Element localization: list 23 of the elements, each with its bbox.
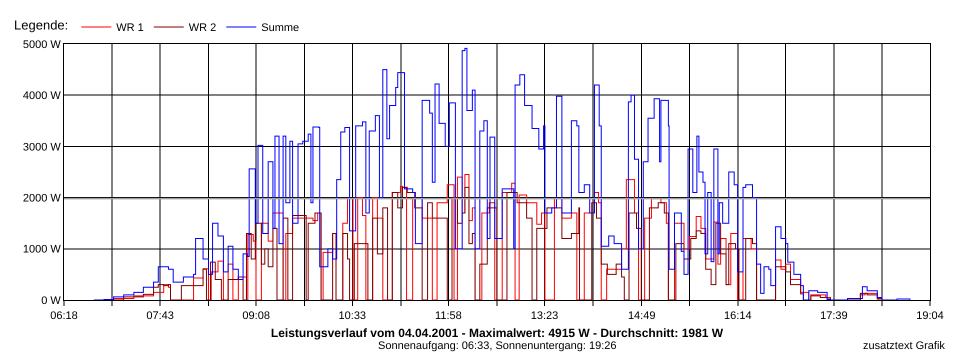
text: zusatztext Grafik bbox=[863, 340, 946, 352]
x-tick-label: 13:23 bbox=[530, 310, 558, 322]
legend-label: WR 1 bbox=[116, 22, 144, 34]
x-tick-label: 19:04 bbox=[916, 310, 944, 322]
y-tick-label: 4000 W bbox=[22, 90, 62, 102]
legend-label: Summe bbox=[261, 22, 300, 34]
x-tick-label: 17:39 bbox=[820, 310, 848, 322]
legend-title: Legende: bbox=[14, 17, 68, 32]
y-tick-label: 2000 W bbox=[22, 192, 62, 204]
x-tick-label: 16:14 bbox=[724, 310, 752, 322]
legend-label: WR 2 bbox=[188, 22, 216, 34]
text: Sonnenaufgang: 06:33, Sonnenuntergang: 19:26 bbox=[378, 340, 617, 352]
x-tick-label: 09:08 bbox=[242, 310, 270, 322]
x-tick-label: 11:58 bbox=[435, 310, 462, 322]
y-tick-label: 1000 W bbox=[22, 244, 62, 256]
y-tick-label: 3000 W bbox=[22, 141, 62, 154]
x-tick-label: 06:18 bbox=[50, 310, 78, 322]
x-tick-label: 10:33 bbox=[338, 310, 366, 322]
x-tick-label: 14:49 bbox=[628, 310, 656, 322]
x-tick-label: 07:43 bbox=[146, 310, 174, 322]
y-tick-label: 0 W bbox=[41, 294, 62, 307]
text: Leistungsverlauf vom 04.04.2001 - Maximalwert: 4915 W - Durchschnitt: 1981 W bbox=[270, 326, 724, 340]
y-tick-label: 5000 W bbox=[22, 38, 62, 51]
